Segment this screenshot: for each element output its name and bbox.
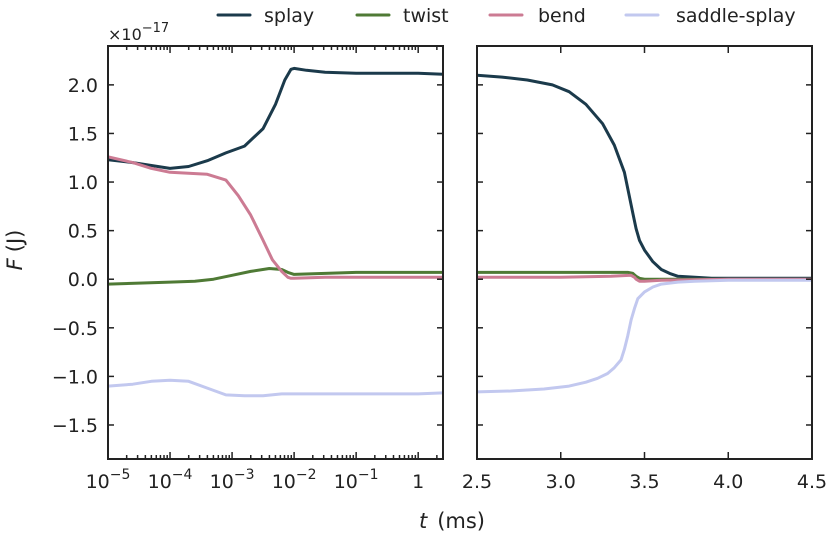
xtick-label-base: 10 [210, 471, 234, 493]
xtick-label-right: 4.5 [797, 471, 827, 493]
x-axis-title-unit: (ms) [437, 509, 485, 533]
xtick-label-right: 3.0 [546, 471, 576, 493]
scale-times: ×10 [108, 25, 142, 44]
xtick-label-left: 10−3 [210, 467, 255, 493]
xtick-label-left: 10−5 [86, 467, 131, 493]
xtick-label-left: 10−1 [334, 467, 379, 493]
xtick-label-left: 10−2 [272, 467, 317, 493]
ytick-label: 1.0 [68, 172, 98, 194]
ytick-label: 0.0 [68, 269, 98, 291]
legend-label-twist: twist [403, 5, 449, 27]
series-bend-right [477, 273, 812, 283]
scale-exponent: −17 [142, 21, 169, 36]
xtick-label-left: 1 [412, 471, 424, 493]
panel-left: −1.5−1.0−0.50.00.51.01.52.010−5 10−4 10−3 1… [52, 45, 444, 493]
xtick-label-exponent: −2 [296, 467, 317, 483]
series-twist-left [108, 267, 443, 286]
panel-right: 2.5 3.0 3.5 4.0 4.5 [462, 45, 827, 493]
series-saddle-splay-left [108, 378, 443, 398]
ytick-label: 2.0 [68, 75, 98, 97]
xtick-label-right: 3.5 [629, 471, 659, 493]
series-splay-left [108, 66, 443, 170]
scale-multiplier: ×10−17 [108, 21, 169, 44]
series-bend-left [108, 155, 443, 280]
series-group-right [477, 73, 812, 394]
xtick-label-base: 10 [334, 471, 358, 493]
xtick-label-base: 10 [86, 471, 110, 493]
y-axis-title-symbol: F [3, 257, 27, 270]
legend-label-saddle-splay: saddle-splay [676, 5, 796, 27]
y-axis-title: F (J) [3, 230, 27, 271]
series-saddle-splay-right [477, 278, 812, 394]
xtick-label-base: 1 [412, 471, 424, 493]
xtick-label-right: 2.5 [462, 471, 492, 493]
legend-label-bend: bend [538, 5, 586, 27]
xtick-label-base: 10 [272, 471, 296, 493]
xtick-label-base: 10 [148, 471, 172, 493]
ytick-label: −1.0 [52, 366, 98, 388]
ytick-label: 1.5 [68, 123, 98, 145]
ytick-label: −0.5 [52, 318, 98, 340]
xtick-label-exponent: −1 [358, 467, 379, 483]
y-axis-title-unit: (J) [3, 230, 27, 253]
x-axis-title: t (ms) [419, 509, 485, 533]
legend-label-splay: splay [264, 5, 314, 27]
x-axis-title-symbol: t [419, 509, 428, 533]
xtick-label-left: 10−4 [148, 467, 193, 493]
axes-frame-left [107, 45, 444, 460]
xtick-label-exponent: −4 [172, 467, 193, 483]
xtick-label-exponent: −5 [110, 467, 131, 483]
ytick-label: 0.5 [68, 221, 98, 243]
xtick-label-exponent: −3 [234, 467, 255, 483]
series-group-left [108, 66, 443, 398]
legend: splay twist bend saddle-splay [216, 5, 796, 27]
xtick-label-right: 4.0 [713, 471, 743, 493]
series-splay-right [477, 73, 812, 280]
ytick-label: −1.5 [52, 415, 98, 437]
